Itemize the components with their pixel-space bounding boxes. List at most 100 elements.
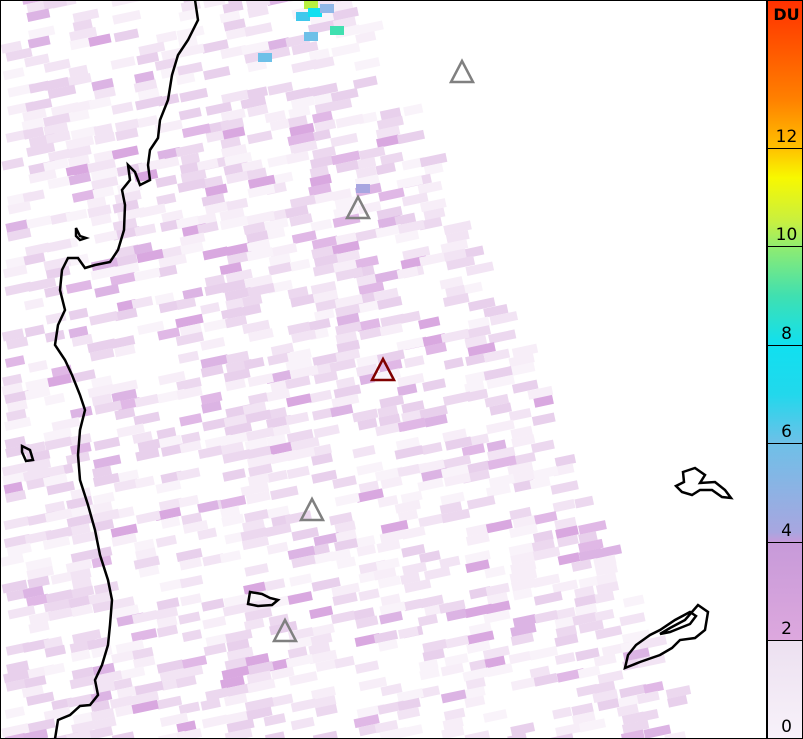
so2-pixel bbox=[115, 127, 139, 142]
so2-pixel bbox=[242, 294, 263, 308]
so2-pixel bbox=[246, 59, 268, 73]
so2-pixel bbox=[179, 574, 204, 589]
so2-pixel bbox=[197, 445, 223, 460]
so2-pixel bbox=[113, 307, 138, 322]
so2-pixel bbox=[68, 325, 89, 339]
so2-pixel bbox=[577, 665, 601, 679]
so2-pixel bbox=[374, 466, 405, 482]
so2-pixel bbox=[270, 485, 299, 501]
so2-pixel bbox=[111, 649, 140, 664]
so2-pixel bbox=[158, 253, 187, 269]
so2-pixel bbox=[245, 490, 271, 505]
so2-pixel bbox=[224, 431, 252, 446]
so2-pixel bbox=[179, 440, 202, 454]
so2-pixel bbox=[248, 463, 273, 478]
so2-pixel bbox=[440, 491, 465, 506]
so2-pixel bbox=[286, 446, 316, 462]
so2-pixel bbox=[358, 146, 386, 161]
so2-pixel bbox=[220, 505, 241, 519]
so2-pixel-high bbox=[296, 12, 310, 21]
so2-pixel bbox=[333, 384, 362, 399]
so2-pixel bbox=[246, 238, 271, 253]
so2-pixel bbox=[464, 730, 491, 739]
so2-pixel bbox=[93, 86, 116, 100]
so2-pixel bbox=[290, 698, 317, 713]
so2-pixel bbox=[111, 262, 140, 277]
so2-pixel bbox=[352, 408, 379, 423]
so2-pixel bbox=[225, 628, 253, 644]
volcano-triangle-icon[interactable] bbox=[448, 58, 476, 84]
so2-pixel bbox=[511, 577, 537, 592]
so2-pixel bbox=[43, 706, 71, 721]
so2-pixel bbox=[179, 557, 203, 571]
so2-pixel bbox=[466, 495, 496, 510]
so2-pixel bbox=[93, 123, 114, 136]
so2-pixel bbox=[25, 556, 53, 572]
volcano-triangle-icon[interactable] bbox=[298, 496, 326, 522]
so2-pixel bbox=[574, 495, 595, 509]
so2-pixel bbox=[352, 75, 378, 90]
so2-pixel bbox=[529, 645, 559, 661]
so2-pixel bbox=[223, 593, 248, 608]
so2-pixel bbox=[43, 598, 71, 613]
so2-pixel bbox=[2, 471, 28, 486]
so2-pixel bbox=[511, 434, 536, 448]
so2-pixel bbox=[485, 663, 514, 678]
so2-pixel bbox=[331, 42, 361, 58]
so2-pixel bbox=[444, 653, 469, 667]
volcano-triangle-icon[interactable] bbox=[344, 194, 372, 220]
volcano-triangle-icon[interactable] bbox=[271, 617, 299, 643]
so2-pixel bbox=[483, 366, 513, 381]
so2-pixel bbox=[225, 710, 250, 725]
so2-pixel bbox=[133, 242, 153, 255]
so2-pixel bbox=[375, 223, 403, 239]
so2-pixel bbox=[575, 647, 600, 662]
so2-pixel bbox=[112, 226, 141, 241]
so2-pixel bbox=[68, 64, 89, 78]
so2-pixel bbox=[2, 264, 28, 279]
so2-pixel bbox=[285, 653, 314, 669]
so2-pixel bbox=[595, 625, 623, 640]
colorbar-tick bbox=[768, 541, 803, 543]
so2-pixel bbox=[204, 200, 232, 215]
so2-pixel bbox=[131, 699, 159, 715]
so2-pixel bbox=[92, 465, 113, 479]
so2-pixel bbox=[116, 666, 146, 681]
so2-pixel bbox=[482, 645, 510, 660]
so2-pixel bbox=[69, 36, 93, 51]
so2-pixel bbox=[197, 500, 220, 514]
so2-pixel bbox=[358, 676, 388, 692]
so2-pixel bbox=[155, 119, 183, 134]
so2-pixel bbox=[157, 327, 181, 341]
so2-pixel bbox=[26, 0, 48, 13]
so2-pixel bbox=[178, 107, 202, 121]
so2-pixel bbox=[220, 495, 247, 510]
so2-pixel bbox=[44, 508, 73, 523]
so2-pixel bbox=[222, 468, 246, 482]
so2-pixel bbox=[291, 329, 317, 344]
so2-pixel bbox=[417, 459, 446, 474]
so2-pixel bbox=[66, 585, 95, 600]
so2-pixel bbox=[156, 615, 178, 629]
so2-pixel bbox=[314, 119, 337, 133]
so2-pixel bbox=[332, 6, 359, 21]
so2-pixel bbox=[419, 685, 441, 699]
so2-pixel bbox=[244, 509, 269, 523]
so2-pixel bbox=[308, 48, 331, 62]
so2-pixel bbox=[93, 670, 123, 685]
so2-pixel bbox=[205, 633, 231, 647]
so2-pixel bbox=[465, 532, 490, 546]
volcano-triangle-icon-highlighted[interactable] bbox=[369, 356, 397, 382]
so2-pixel bbox=[375, 162, 396, 176]
so2-pixel bbox=[331, 582, 361, 598]
so2-pixel bbox=[92, 501, 113, 514]
so2-pixel bbox=[356, 273, 378, 287]
so2-pixel bbox=[244, 607, 273, 622]
so2-pixel bbox=[88, 96, 112, 110]
so2-pixel bbox=[550, 480, 579, 495]
so2-pixel bbox=[42, 535, 71, 550]
so2-pixel bbox=[643, 681, 664, 694]
so2-pixel bbox=[65, 163, 90, 177]
so2-pixel bbox=[330, 87, 359, 103]
so2-pixel bbox=[176, 297, 197, 311]
